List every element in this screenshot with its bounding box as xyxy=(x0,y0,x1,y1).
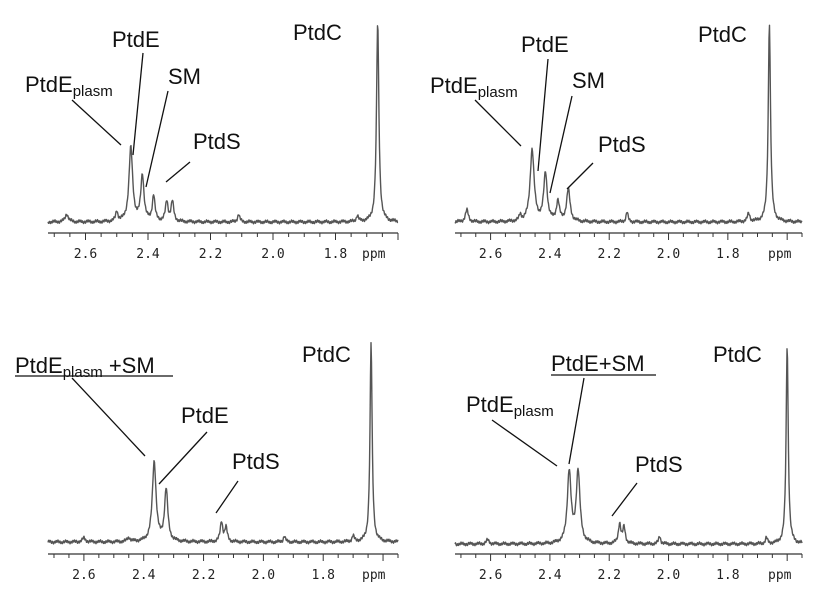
leader-line-ptde-plasm xyxy=(71,99,122,146)
peak-label-ptde: PtdE xyxy=(521,32,569,57)
tick-label: 2.4 xyxy=(538,568,562,583)
tick-label: 1.8 xyxy=(716,568,739,583)
tick-label: 2.4 xyxy=(538,247,562,262)
tick-label: 2.2 xyxy=(597,568,620,583)
spectrum-trace xyxy=(47,342,399,545)
x-axis-unit: ppm xyxy=(768,247,792,262)
peak-label-ptdc: PtdC xyxy=(698,22,747,47)
x-axis-ticks: 2.6 2.4 2.2 2.0 1.8 xyxy=(53,233,399,262)
spectrum-panel-top-left: 2.6 2.4 2.2 2.0 1.8 ppm PtdEplasmPtdESMPtdSP… xyxy=(25,20,399,262)
x-axis-unit: ppm xyxy=(768,568,792,583)
peak-label-ptds: PtdS xyxy=(193,129,241,154)
spectrum-panel-top-right: 2.6 2.4 2.2 2.0 1.8 ppm PtdEplasmPtdESMPtdSP… xyxy=(430,22,803,262)
tick-label: 2.4 xyxy=(136,247,160,262)
x-axis-ticks: 2.6 2.4 2.2 2.0 1.8 xyxy=(460,554,803,583)
leader-line-ptds xyxy=(566,162,594,190)
leader-line-ptde xyxy=(158,431,208,485)
peak-label-ptde-plasm: PtdEplasm xyxy=(25,72,113,100)
tick-label: 2.6 xyxy=(479,568,502,583)
tick-label: 2.2 xyxy=(192,568,215,583)
leader-line-ptde-sm xyxy=(568,377,585,465)
peak-label-sm: SM xyxy=(572,68,605,93)
peak-label-ptdc: PtdC xyxy=(293,20,342,45)
peak-annotations: PtdEplasm PtdE SM PtdS PtdC xyxy=(25,20,342,188)
tick-label: 2.0 xyxy=(252,568,275,583)
x-axis-ticks: 2.6 2.4 2.2 2.0 1.8 xyxy=(460,233,803,262)
spectrum-trace xyxy=(47,25,399,225)
peak-label-ptde-plasm: PtdEplasm xyxy=(466,392,554,420)
tick-label: 2.0 xyxy=(657,568,680,583)
peak-annotations: PtdEplasm PtdE+SM PtdS PtdC xyxy=(466,342,762,517)
peak-label-ptdc: PtdC xyxy=(713,342,762,367)
tick-label: 2.6 xyxy=(72,568,95,583)
x-axis-unit: ppm xyxy=(362,247,386,262)
leader-line-sm xyxy=(145,90,169,188)
tick-label: 2.6 xyxy=(74,247,97,262)
leader-line-ptde xyxy=(537,58,549,172)
leader-line-ptds xyxy=(215,480,239,514)
peak-label-ptde: PtdE xyxy=(112,27,160,52)
spectrum-panel-bottom-right: 2.6 2.4 2.2 2.0 1.8 ppm PtdEplasm PtdE+SM PtdS… xyxy=(454,342,803,583)
spectrum-trace xyxy=(454,348,803,547)
peak-label-ptds: PtdS xyxy=(232,449,280,474)
peak-label-sm: SM xyxy=(168,64,201,89)
tick-label: 1.8 xyxy=(324,247,347,262)
tick-label: 1.8 xyxy=(311,568,334,583)
leader-line-ptde-plasm xyxy=(474,99,522,147)
peak-label-ptde-plasm-sm: PtdEplasm +SM xyxy=(15,353,155,381)
leader-line-ptds xyxy=(611,482,638,517)
peak-label-ptde-plasm: PtdEplasm xyxy=(430,73,518,101)
peak-label-ptdc: PtdC xyxy=(302,342,351,367)
x-axis-ticks: 2.6 2.4 2.2 2.0 1.8 xyxy=(53,554,399,583)
peak-label-ptds: PtdS xyxy=(635,452,683,477)
tick-label: 2.2 xyxy=(199,247,222,262)
leader-line-ptde xyxy=(132,52,144,156)
tick-label: 2.6 xyxy=(479,247,502,262)
x-axis-unit: ppm xyxy=(362,568,386,583)
leader-line-ptds xyxy=(165,161,191,183)
tick-label: 2.2 xyxy=(597,247,620,262)
peak-label-ptde: PtdE xyxy=(181,403,229,428)
peak-label-ptds: PtdS xyxy=(598,132,646,157)
leader-line-ptde-plasm xyxy=(491,419,558,467)
tick-label: 1.8 xyxy=(716,247,739,262)
spectrum-panel-bottom-left: 2.6 2.4 2.2 2.0 1.8 ppm PtdEplasm +SMPtdEPtd… xyxy=(15,342,399,583)
tick-label: 2.0 xyxy=(261,247,284,262)
leader-line-sm xyxy=(549,95,573,194)
leader-line-ptde-plasm-sm xyxy=(71,377,146,457)
peak-label-ptde-sm: PtdE+SM xyxy=(551,351,645,376)
spectrum-trace xyxy=(454,24,803,225)
tick-label: 2.0 xyxy=(657,247,680,262)
tick-label: 2.4 xyxy=(132,568,156,583)
